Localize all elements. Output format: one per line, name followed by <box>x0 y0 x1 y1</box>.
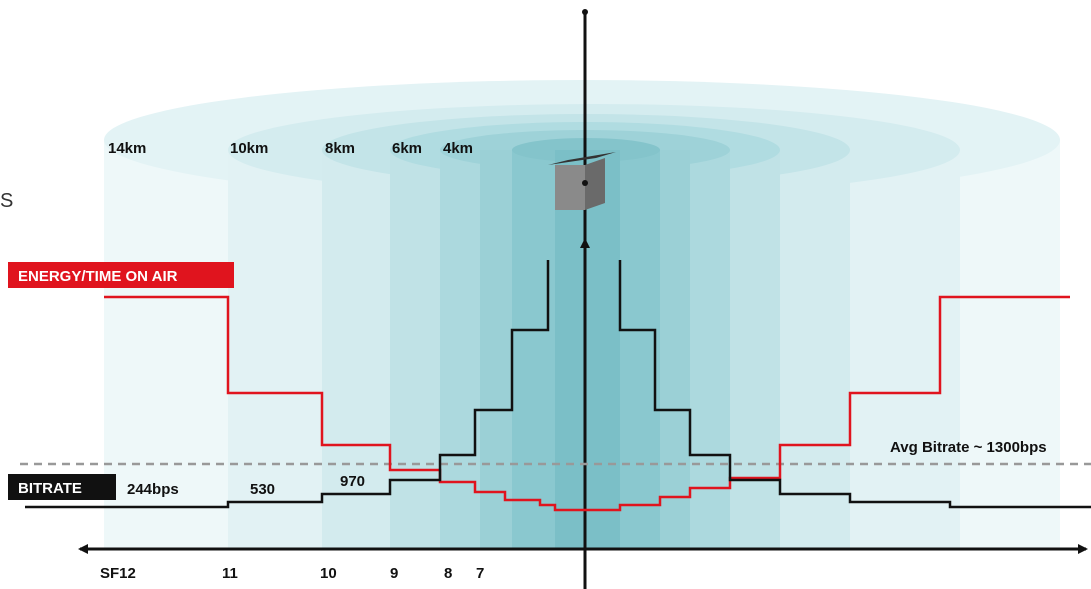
distance-label: 10km <box>230 140 268 157</box>
gateway <box>548 152 616 210</box>
sf-label: 11 <box>222 565 238 582</box>
bitrate-value: 970 <box>340 473 365 490</box>
bitrate-value: 530 <box>250 481 275 498</box>
avg-label: Avg Bitrate ~ 1300bps <box>890 439 1047 456</box>
sf-label: 8 <box>444 565 452 582</box>
distance-labels: 14km 10km 8km 6km 4km <box>108 140 473 157</box>
energy-label: ENERGY/TIME ON AIR <box>18 268 178 285</box>
sf-label: SF12 <box>100 565 136 582</box>
bitrate-line <box>25 260 550 509</box>
sf-labels: SF12 11 10 9 8 7 <box>100 565 484 582</box>
bitrate-line <box>618 260 1091 509</box>
distance-label: 8km <box>325 140 355 157</box>
bitrate-value: 244bps <box>127 481 179 498</box>
energy-badge <box>8 262 234 288</box>
cut-text: S <box>0 190 13 212</box>
distance-label: 6km <box>392 140 422 157</box>
bitrate-badge <box>8 474 116 500</box>
distance-label: 4km <box>443 140 473 157</box>
bitrate-label: BITRATE <box>18 480 82 497</box>
sf-label: 9 <box>390 565 398 582</box>
sf-label: 7 <box>476 565 484 582</box>
antenna-tip <box>582 9 588 15</box>
sf-label: 10 <box>320 565 337 582</box>
energy-line <box>104 295 1070 512</box>
distance-label: 14km <box>108 140 146 157</box>
